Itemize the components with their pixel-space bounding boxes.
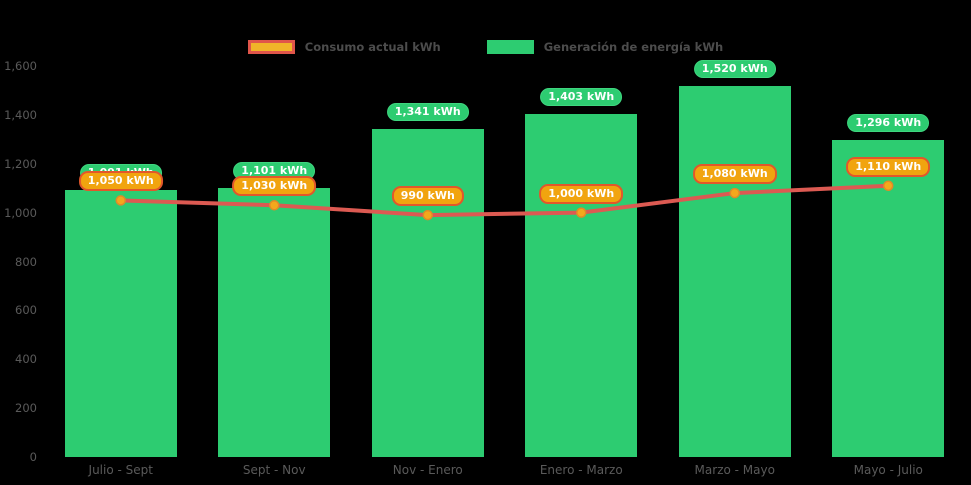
legend-label: Consumo actual kWh: [304, 40, 441, 54]
x-category-label: Sept - Nov: [242, 463, 306, 477]
generation-value-label: 1,403 kWh: [540, 88, 623, 107]
generation-value-label: 1,341 kWh: [386, 103, 469, 122]
consumption-value-label: 1,110 kWh: [846, 156, 931, 177]
consumption-value-label: 1,030 kWh: [232, 176, 317, 197]
generation-bar[interactable]: [371, 129, 484, 457]
x-category-label: Julio - Sept: [88, 463, 153, 477]
generation-value-label: 1,520 kWh: [693, 59, 776, 78]
y-tick-label: 1,000: [4, 205, 37, 220]
chart-legend: Consumo actual kWh Generación de energía …: [0, 40, 971, 54]
x-category-label: Enero - Marzo: [539, 463, 623, 477]
legend-item-generation[interactable]: Generación de energía kWh: [486, 40, 724, 54]
consumption-swatch-icon: [247, 40, 295, 54]
generation-bar[interactable]: [832, 140, 945, 457]
y-tick-label: 600: [15, 303, 37, 318]
y-tick-label: 200: [15, 401, 37, 416]
legend-item-consumption[interactable]: Consumo actual kWh: [247, 40, 441, 54]
generation-bar[interactable]: [525, 114, 638, 457]
generation-swatch-icon: [486, 40, 534, 54]
y-tick-label: 0: [29, 450, 37, 464]
generation-value-label: 1,296 kWh: [847, 114, 930, 133]
x-category-label: Nov - Enero: [392, 463, 463, 477]
generation-bar[interactable]: [218, 187, 331, 457]
y-tick-label: 400: [15, 352, 37, 367]
x-category-label: Mayo - Julio: [853, 463, 923, 477]
y-tick-label: 1,200: [4, 156, 37, 171]
consumption-value-label: 1,050 kWh: [78, 171, 163, 192]
y-tick-label: 800: [15, 254, 37, 269]
consumption-value-label: 1,000 kWh: [539, 183, 624, 204]
x-category-label: Marzo - Mayo: [694, 463, 775, 477]
y-tick-label: 1,400: [4, 107, 37, 122]
legend-label: Generación de energía kWh: [543, 40, 724, 54]
generation-bar[interactable]: [678, 85, 791, 457]
consumption-value-label: 1,080 kWh: [692, 164, 777, 185]
generation-value-label: 1,101 kWh: [233, 161, 316, 180]
generation-bar[interactable]: [64, 190, 177, 457]
consumption-value-label: 990 kWh: [391, 186, 464, 207]
y-tick-label: 1,600: [4, 59, 37, 73]
